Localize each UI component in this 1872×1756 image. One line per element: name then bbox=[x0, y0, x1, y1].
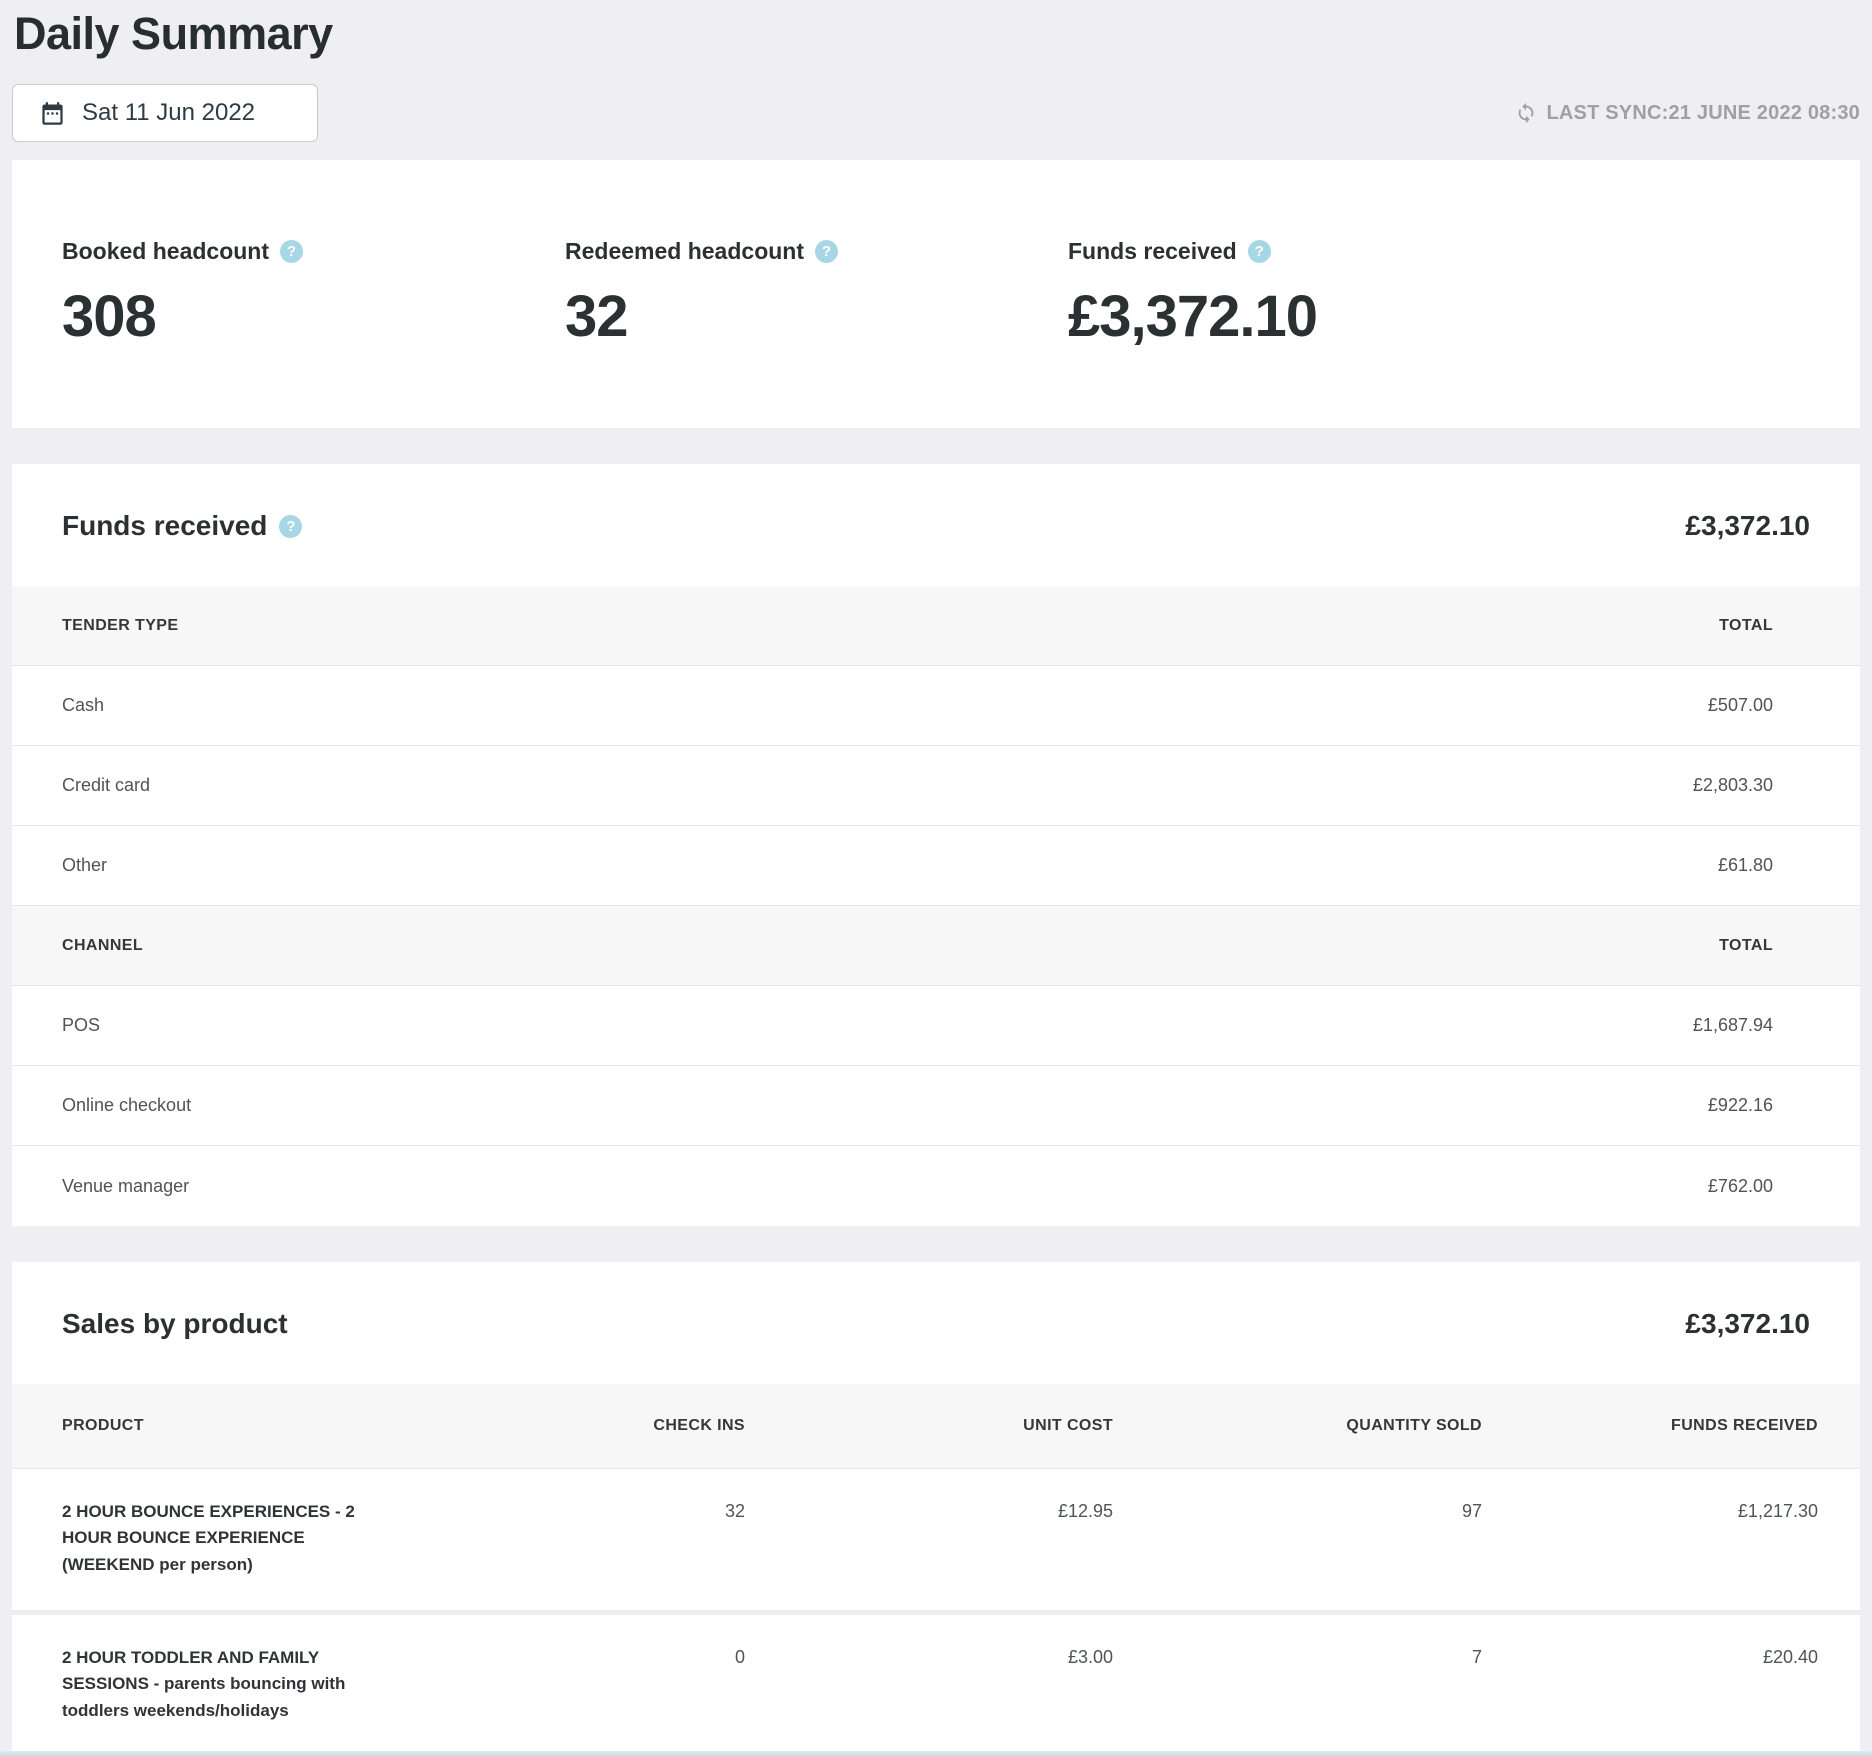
sales-by-product-section: Sales by product £3,372.10 PRODUCT CHECK… bbox=[12, 1262, 1860, 1756]
column-header-quantity-sold: QUANTITY SOLD bbox=[1346, 1417, 1482, 1434]
tender-type-header-row: TENDER TYPE TOTAL bbox=[12, 586, 1860, 666]
stat-label: Redeemed headcount ? bbox=[565, 238, 1068, 265]
date-picker-button[interactable]: Sat 11 Jun 2022 bbox=[12, 84, 318, 142]
column-header-funds-received: FUNDS RECEIVED bbox=[1671, 1417, 1818, 1434]
calendar-icon bbox=[42, 101, 63, 125]
summary-stats-card: Booked headcount ? 308 Redeemed headcoun… bbox=[12, 160, 1860, 428]
table-row: 2 HOUR TODDLER AND FAMILY SESSIONS - par… bbox=[12, 1615, 1860, 1756]
check-ins-value: 32 bbox=[724, 1501, 745, 1521]
column-header-tender-type: TENDER TYPE bbox=[62, 616, 179, 634]
page-title: Daily Summary bbox=[14, 8, 333, 59]
stat-value: 308 bbox=[62, 284, 157, 349]
unit-cost-value: £12.95 bbox=[1057, 1501, 1113, 1521]
section-total: £3,372.10 bbox=[1685, 1308, 1810, 1339]
column-header-channel: CHANNEL bbox=[62, 936, 144, 954]
table-row: Online checkout £922.16 bbox=[12, 1066, 1860, 1146]
tender-label: Other bbox=[62, 855, 108, 875]
section-title: Sales by product bbox=[62, 1308, 288, 1340]
stat-label: Booked headcount ? bbox=[62, 238, 565, 265]
check-ins-value: 0 bbox=[734, 1647, 745, 1668]
stat-label: Funds received ? bbox=[1068, 238, 1571, 265]
stat-value: 32 bbox=[565, 284, 629, 349]
column-header-total: TOTAL bbox=[1719, 616, 1773, 634]
section-title-text: Sales by product bbox=[62, 1308, 288, 1339]
table-row: Cash £507.00 bbox=[12, 666, 1860, 746]
quantity-sold-value: 97 bbox=[1461, 1501, 1482, 1521]
funds-received-value: £20.40 bbox=[1762, 1647, 1818, 1668]
help-icon[interactable]: ? bbox=[815, 240, 838, 263]
funds-received-value: £1,217.30 bbox=[1737, 1501, 1818, 1521]
stat-label-text: Booked headcount bbox=[62, 238, 270, 264]
channel-label: Venue manager bbox=[62, 1175, 190, 1196]
table-row: Other £61.80 bbox=[12, 826, 1860, 906]
quantity-sold-value: 7 bbox=[1471, 1647, 1482, 1668]
table-row: Venue manager £762.00 bbox=[12, 1146, 1860, 1226]
stat-label-text: Funds received bbox=[1068, 238, 1237, 264]
tender-label: Credit card bbox=[62, 775, 151, 795]
table-row: POS £1,687.94 bbox=[12, 986, 1860, 1066]
channel-label: Online checkout bbox=[62, 1095, 192, 1115]
sales-table-header-row: PRODUCT CHECK INS UNIT COST QUANTITY SOL… bbox=[12, 1384, 1860, 1469]
column-header-unit-cost: UNIT COST bbox=[1023, 1417, 1113, 1434]
product-name: 2 HOUR TODDLER AND FAMILY SESSIONS - par… bbox=[62, 1648, 346, 1720]
unit-cost-value: £3.00 bbox=[1067, 1647, 1113, 1668]
tender-label: Cash bbox=[62, 695, 105, 715]
channel-total: £762.00 bbox=[1707, 1175, 1773, 1196]
stat-funds-received: Funds received ? £3,372.10 bbox=[1068, 238, 1571, 350]
channel-header-row: CHANNEL TOTAL bbox=[12, 906, 1860, 986]
date-picker-label: Sat 11 Jun 2022 bbox=[82, 99, 256, 126]
section-total: £3,372.10 bbox=[1685, 510, 1810, 541]
help-icon[interactable]: ? bbox=[280, 240, 304, 263]
tender-total: £507.00 bbox=[1707, 695, 1773, 715]
table-row: 2 HOUR BOUNCE EXPERIENCES - 2 HOUR BOUNC… bbox=[12, 1469, 1860, 1616]
channel-total: £922.16 bbox=[1707, 1095, 1773, 1115]
tender-total: £2,803.30 bbox=[1692, 775, 1773, 795]
section-title: Funds received ? bbox=[62, 510, 303, 542]
last-sync-status: LAST SYNC:21 JUNE 2022 08:30 bbox=[1515, 102, 1860, 125]
table-row: Credit card £2,803.30 bbox=[12, 746, 1860, 826]
product-name: 2 HOUR BOUNCE EXPERIENCES - 2 HOUR BOUNC… bbox=[62, 1502, 355, 1574]
channel-label: POS bbox=[62, 1015, 101, 1035]
last-sync-label: LAST SYNC:21 JUNE 2022 08:30 bbox=[1546, 101, 1860, 124]
sales-by-product-header: Sales by product £3,372.10 bbox=[12, 1262, 1860, 1384]
tender-total: £61.80 bbox=[1717, 855, 1773, 875]
help-icon[interactable]: ? bbox=[279, 514, 303, 538]
column-header-product: PRODUCT bbox=[62, 1417, 144, 1434]
channel-total: £1,687.94 bbox=[1692, 1015, 1773, 1035]
funds-received-header: Funds received ? £3,372.10 bbox=[12, 464, 1860, 586]
column-header-check-ins: CHECK INS bbox=[653, 1417, 745, 1434]
column-header-total: TOTAL bbox=[1719, 936, 1773, 954]
funds-received-section: Funds received ? £3,372.10 TENDER TYPE T… bbox=[12, 464, 1860, 1226]
horizontal-scrollbar-track[interactable] bbox=[0, 1751, 1872, 1756]
sync-icon bbox=[1519, 102, 1534, 124]
stat-label-text: Redeemed headcount bbox=[565, 238, 804, 264]
toolbar: Sat 11 Jun 2022 LAST SYNC:21 JUNE 2022 0… bbox=[12, 84, 1860, 142]
stat-booked-headcount: Booked headcount ? 308 bbox=[62, 238, 565, 350]
help-icon[interactable]: ? bbox=[1247, 240, 1271, 263]
stat-value: £3,372.10 bbox=[1068, 284, 1318, 349]
stat-redeemed-headcount: Redeemed headcount ? 32 bbox=[565, 238, 1068, 350]
section-title-text: Funds received bbox=[62, 510, 268, 541]
